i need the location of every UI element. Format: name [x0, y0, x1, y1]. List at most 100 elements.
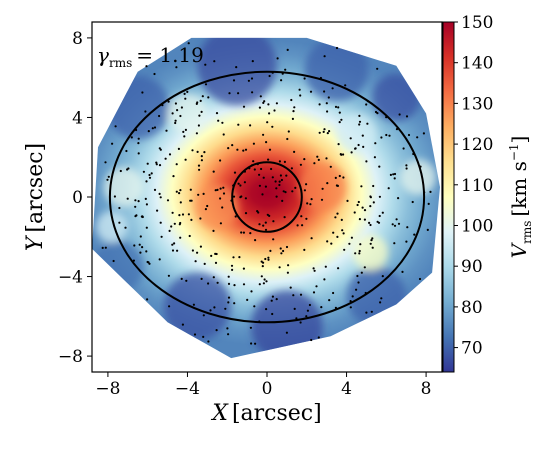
bin-centre [215, 112, 219, 115]
bin-centre [310, 338, 313, 342]
colorbar-tick-label: 150 [461, 13, 493, 33]
isophote-inner [231, 161, 303, 233]
bin-centre [107, 175, 110, 178]
bin-centre [422, 132, 425, 135]
bin-centre [188, 234, 191, 238]
bin-centre [262, 224, 265, 227]
bin-centre [148, 262, 151, 265]
bin-centre [369, 205, 372, 208]
bin-centre [145, 226, 148, 229]
bin-centre [135, 128, 138, 132]
bin-centre [146, 298, 149, 301]
bin-centre [309, 203, 312, 206]
bin-centre [263, 278, 266, 281]
bin-centre [147, 130, 150, 133]
bin-centre [405, 115, 409, 118]
bin-centre [341, 229, 344, 232]
bin-centre [393, 242, 396, 245]
bin-centre [281, 72, 284, 75]
bin-centre [145, 180, 148, 183]
bin-centre [242, 283, 246, 286]
bin-centre [271, 125, 274, 128]
bin-centre [349, 306, 352, 309]
bin-centre [305, 217, 308, 220]
bin-centre [291, 190, 294, 193]
bin-centre [389, 173, 392, 176]
map-blob [251, 290, 323, 359]
map-blob [336, 113, 377, 154]
bin-centre [244, 148, 248, 151]
bin-centre [330, 242, 333, 245]
bin-centre [227, 282, 231, 285]
bin-centre [184, 128, 187, 131]
bin-centre [373, 156, 376, 159]
bin-centre [203, 151, 206, 154]
bin-centre [141, 246, 144, 249]
bin-centre [349, 137, 352, 140]
bin-centre [401, 270, 404, 273]
bin-centre [150, 172, 153, 175]
y-tick-label: 4 [72, 108, 83, 128]
bin-centre [173, 222, 176, 225]
bin-centre [262, 176, 265, 179]
bin-centre [325, 102, 328, 105]
bin-centre [135, 214, 138, 217]
bin-centre [124, 226, 127, 229]
bin-centre [104, 161, 107, 164]
bin-centre [237, 182, 240, 185]
colorbar-tick-label: 110 [461, 176, 493, 196]
map-blob [197, 37, 277, 106]
bin-centre [176, 109, 179, 112]
bin-centre [298, 88, 301, 91]
bin-centre [201, 95, 204, 98]
bin-centre [158, 258, 161, 261]
bin-centre [250, 290, 253, 293]
bin-centre [358, 252, 361, 255]
bin-centre [232, 184, 235, 187]
map-blob [372, 73, 421, 122]
bin-centre [144, 110, 147, 113]
bin-centre [258, 184, 261, 187]
bin-centre [334, 105, 338, 108]
bin-centre [235, 66, 238, 69]
bin-centre [363, 266, 366, 269]
x-axis-label: X [arcsec] [210, 401, 321, 426]
bin-centre [196, 150, 199, 153]
bin-centre [200, 110, 203, 113]
bin-centre [263, 100, 266, 103]
bin-centre [261, 193, 264, 196]
bin-centre [274, 180, 277, 183]
bin-centre [397, 222, 401, 225]
bin-centre [239, 196, 242, 199]
bin-centre [212, 170, 215, 173]
bin-centre [119, 169, 122, 173]
bin-centre [195, 102, 198, 105]
bin-centre [182, 130, 185, 133]
bin-centre [179, 114, 182, 118]
bin-centre [104, 246, 107, 249]
bin-centre [355, 288, 358, 291]
bin-centre [419, 165, 422, 168]
bin-centre [271, 312, 274, 316]
bin-centre [197, 193, 200, 196]
bin-centre [155, 161, 158, 164]
gamma-rms-annotation: γrms = 1.19 [97, 43, 204, 70]
bin-centre [252, 142, 255, 145]
bin-centre [212, 276, 215, 279]
bin-centre [293, 150, 296, 153]
bin-centre [148, 176, 152, 179]
bin-centre [287, 130, 290, 133]
bin-centre [197, 124, 200, 127]
bin-centre [326, 182, 329, 185]
bin-centre [268, 148, 272, 151]
bin-centre [199, 217, 202, 220]
bin-centre [206, 204, 209, 208]
bin-centre [360, 271, 363, 274]
bin-centre [346, 199, 349, 202]
bin-centre [356, 203, 359, 207]
bin-centre [371, 246, 374, 249]
bin-centre [114, 125, 117, 128]
bin-centre [293, 106, 296, 109]
bin-centre [276, 57, 279, 60]
bin-centre [278, 266, 281, 269]
